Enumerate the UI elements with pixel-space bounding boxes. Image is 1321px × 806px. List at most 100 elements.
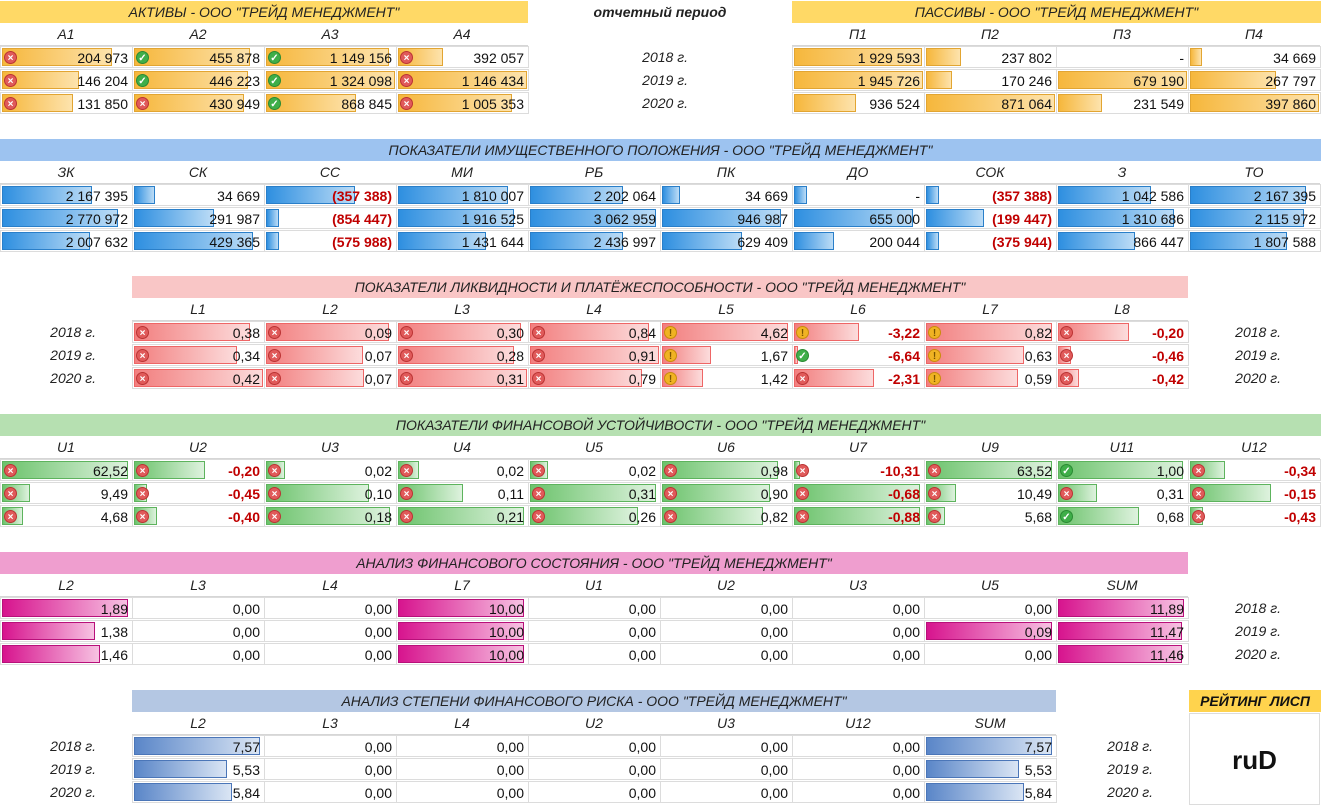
cell-value: - [915,188,920,204]
property-title: ПОКАЗАТЕЛИ ИМУЩЕСТВЕННОГО ПОЛОЖЕНИЯ - ОО… [0,139,1321,161]
cross-icon: × [136,372,149,385]
value-bar [134,209,214,227]
stability-header-3: U4 [396,437,528,459]
cell-value: 10,00 [488,647,524,663]
cell-value: 0,00 [892,762,920,778]
cell-value: -3,22 [888,325,920,341]
cell-value: 0,18 [364,509,392,525]
value-bar [2,599,128,617]
value-bar [794,232,834,250]
liquidity-cell-r2-c0: × 0,42 [132,367,265,389]
warning-icon: ! [928,372,941,385]
cell-value: 1 807 588 [1253,234,1316,250]
cell-value: -0,88 [888,509,920,525]
cell-value: 0,42 [232,371,260,387]
liquidity-cell-r0-c5: ! -3,22 [792,321,925,343]
liquidity-header-5: L6 [792,299,924,321]
fin-state-cell-r2-c2: 0,00 [264,643,397,665]
value-bar [662,484,770,502]
cell-value: 5,53 [1024,762,1052,778]
cross-icon: × [136,487,149,500]
fin-risk-cell-r2-c2: 0,00 [396,781,529,803]
cell-value: 34 669 [217,188,260,204]
property-cell-r0-c6: - [792,184,925,206]
property-cell-r1-c4: 3 062 959 [528,207,661,229]
fin-state-header-2: L4 [264,575,396,597]
fin-risk-cell-r1-c4: 0,00 [660,758,793,780]
cross-icon: × [532,372,545,385]
value-bar [134,461,205,479]
cell-value: 7,57 [232,739,260,755]
value-bar [1058,622,1182,640]
liquidity-cell-r2-c4: ! 1,42 [660,367,793,389]
cell-value: 0,00 [1024,647,1052,663]
assets-cell-r0-c2: ✓ 1 149 156 [264,46,397,68]
warning-icon: ! [664,349,677,362]
cell-value: -0,45 [228,486,260,502]
liquidity-header-6: L7 [924,299,1056,321]
fin-risk-header-4: U3 [660,713,792,735]
cell-value: 0,00 [760,739,788,755]
cross-icon: × [400,349,413,362]
fin-state-cell-r1-c5: 0,00 [660,620,793,642]
cell-value: 0,00 [892,601,920,617]
stability-cell-r1-c3: × 0,11 [396,482,529,504]
cell-value: 0,09 [364,325,392,341]
cell-value: 0,00 [496,762,524,778]
fin-state-cell-r0-c2: 0,00 [264,597,397,619]
cell-value: 62,52 [92,463,128,479]
property-cell-r1-c7: (199 447) [924,207,1057,229]
stability-cell-r2-c4: × 0,26 [528,505,661,527]
property-cell-r0-c2: (357 388) [264,184,397,206]
liabilities-header-2: П3 [1056,24,1188,46]
cell-value: 0,00 [496,739,524,755]
cross-icon: × [400,372,413,385]
assets-header-2: А3 [264,24,396,46]
value-bar [926,737,1052,755]
cell-value: 0,28 [496,348,524,364]
assets-cell-r0-c1: ✓ 455 878 [132,46,265,68]
cell-value: -2,31 [888,371,920,387]
cell-value: 10,00 [488,624,524,640]
stability-cell-r1-c6: × -0,68 [792,482,925,504]
value-bar [926,71,952,89]
rating-value: ruD [1189,713,1320,805]
cell-value: 34 669 [1273,50,1316,66]
cell-value: 0,00 [628,647,656,663]
cell-value: (357 388) [992,188,1052,204]
cell-value: 1 146 434 [461,73,524,89]
fin-state-cell-r1-c3: 10,00 [396,620,529,642]
value-bar [530,484,656,502]
liabilities-title: ПАССИВЫ - ООО "ТРЕЙД МЕНЕДЖМЕНТ" [792,1,1321,23]
cell-value: 0,00 [628,785,656,801]
liabilities-cell-r0-c1: 237 802 [924,46,1057,68]
property-cell-r2-c4: 2 436 997 [528,230,661,252]
cell-value: 1 324 098 [329,73,392,89]
value-bar [926,346,1024,364]
property-header-2: СС [264,162,396,184]
cell-value: 11,47 [1150,624,1184,640]
cell-value: -0,34 [1284,463,1316,479]
value-bar [1058,507,1139,525]
value-bar [926,622,1052,640]
value-bar [134,94,244,112]
value-bar [266,71,395,89]
cell-value: 2 167 395 [1253,188,1316,204]
liquidity-cell-r0-c2: × 0,30 [396,321,529,343]
value-bar [794,71,923,89]
cell-value: 0,90 [760,486,788,502]
cross-icon: × [1060,326,1073,339]
value-bar [1190,186,1306,204]
stability-header-2: U3 [264,437,396,459]
stability-cell-r0-c9: × -0,34 [1188,459,1321,481]
fin-risk-cell-r0-c0: 7,57 [132,735,265,757]
value-bar [1190,71,1276,89]
property-header-3: МИ [396,162,528,184]
warning-icon: ! [664,326,677,339]
assets-cell-r1-c3: × 1 146 434 [396,69,529,91]
fin-risk-cell-r0-c1: 0,00 [264,735,397,757]
liquidity-cell-r2-c3: × 0,79 [528,367,661,389]
liquidity-header-0: L1 [132,299,264,321]
assets-cell-r0-c0: × 204 973 [0,46,133,68]
liquidity-left-year-1: 2019 г. [50,347,96,363]
